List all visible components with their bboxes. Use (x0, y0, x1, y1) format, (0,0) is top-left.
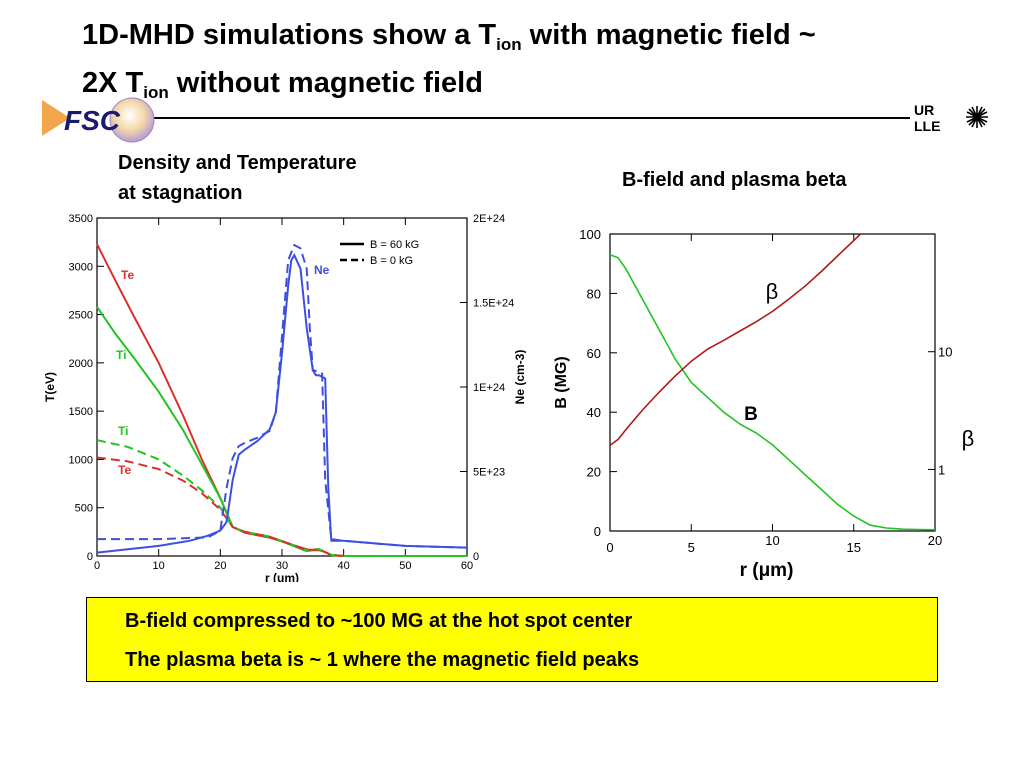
y2-axis-label: Ne (cm-3) (513, 350, 526, 405)
fsc-logo-orb (109, 97, 155, 143)
series-label-ti: Ti (116, 348, 126, 362)
series-line-ne-solid (96, 253, 468, 554)
series-label-ti: Ti (118, 424, 128, 438)
legend-label-dashed: B = 0 kG (370, 255, 413, 267)
x-tick-label: 30 (276, 560, 288, 572)
title-part4: without magnetic field (168, 67, 483, 99)
title-divider (150, 117, 910, 119)
y-tick-label: 1500 (69, 406, 93, 418)
summary-line-2: The plasma beta is ~ 1 where the magneti… (125, 649, 640, 671)
y-axis-label: B (MG) (553, 356, 570, 408)
y2-tick-label: 1 (938, 462, 945, 477)
x-tick-label: 60 (461, 560, 473, 572)
fsc-logo-arrow (42, 100, 70, 136)
title-part2: with magnetic field ~ (521, 19, 816, 51)
urlle-line2: LLE (914, 118, 940, 134)
y-tick-label: 1000 (69, 454, 93, 466)
y-tick-label: 20 (587, 465, 601, 480)
series-line-te-dashed (96, 456, 344, 557)
series-line-te-solid (96, 243, 467, 557)
series-label-ne: Ne (314, 263, 330, 277)
y-tick-label: 3000 (69, 261, 93, 273)
y-tick-label: 3500 (69, 213, 93, 225)
starburst-center (973, 113, 981, 121)
x-axis-label: r (μm) (740, 560, 794, 581)
series-label-beta: β (766, 279, 779, 304)
left-heading-line2: at stagnation (118, 182, 243, 204)
x-tick-label: 10 (153, 560, 165, 572)
left-chart-heading: Density and Temperature at stagnation (118, 148, 357, 208)
x-tick-label: 20 (928, 533, 942, 548)
fsc-logo: FSC (42, 97, 155, 143)
series-line-beta (610, 234, 862, 447)
series-line-b-field (610, 254, 935, 531)
title-part3: 2X T (82, 67, 144, 99)
title-sub2: ion (143, 83, 169, 102)
x-tick-label: 20 (214, 560, 226, 572)
y-tick-label: 2500 (69, 310, 93, 322)
density-temperature-chart: 0 10 20 30 40 50 60050010001500200025003000350… (43, 213, 526, 582)
x-tick-label: 10 (765, 533, 779, 548)
y-tick-label: 2000 (69, 358, 93, 370)
y-tick-label: 0 (87, 551, 93, 563)
plot-frame (96, 217, 468, 557)
fsc-logo-text: FSC (64, 105, 121, 136)
legend-label-solid: B = 60 kG (370, 239, 419, 251)
summary-line-1: B-field compressed to ~100 MG at the hot… (125, 610, 633, 632)
y-tick-label: 500 (75, 503, 93, 515)
bfield-beta-chart: 0 5 10 15 20 0 20 40 60 80 100 1 10 r (μm) B (MG) β β B (553, 227, 975, 581)
y-tick-label: 40 (587, 405, 601, 420)
y2-tick-label: 10 (938, 345, 952, 360)
series-line-ne-dashed (97, 243, 468, 549)
y2-tick-label: 5E+23 (473, 467, 505, 479)
y2-axis-label: β (962, 426, 975, 451)
x-tick-label: 40 (338, 560, 350, 572)
x-tick-label: 0 (606, 540, 613, 555)
slide-title: 1D-MHD simulations show a Tion with magn… (82, 16, 982, 112)
x-tick-label: 15 (847, 540, 861, 555)
summary-box: B-field compressed to ~100 MG at the hot… (86, 597, 938, 682)
series-label-te: Te (118, 463, 131, 477)
series-label-b: B (744, 404, 758, 425)
y2-tick-label: 1E+24 (473, 382, 505, 394)
x-tick-label: 0 (94, 560, 100, 572)
urlle-line1: UR (914, 102, 934, 118)
y-tick-label: 80 (587, 286, 601, 301)
y-tick-label: 60 (587, 346, 601, 361)
title-part1: 1D-MHD simulations show a T (82, 19, 497, 51)
y2-tick-label: 1.5E+24 (473, 298, 514, 310)
y-tick-label: 100 (579, 227, 601, 242)
y2-tick-label: 2E+24 (473, 213, 505, 225)
urlle-logo: UR LLE (914, 102, 988, 134)
y-tick-label: 0 (594, 524, 601, 539)
series-label-te: Te (121, 268, 134, 282)
x-tick-label: 5 (688, 540, 695, 555)
right-chart-heading: B-field and plasma beta (622, 169, 847, 191)
left-heading-line1: Density and Temperature (118, 152, 357, 174)
x-axis-label: r (um) (265, 571, 299, 582)
title-sub1: ion (496, 35, 522, 54)
y2-tick-label: 0 (473, 551, 479, 563)
x-tick-label: 50 (399, 560, 411, 572)
y-axis-label: T(eV) (43, 372, 57, 402)
